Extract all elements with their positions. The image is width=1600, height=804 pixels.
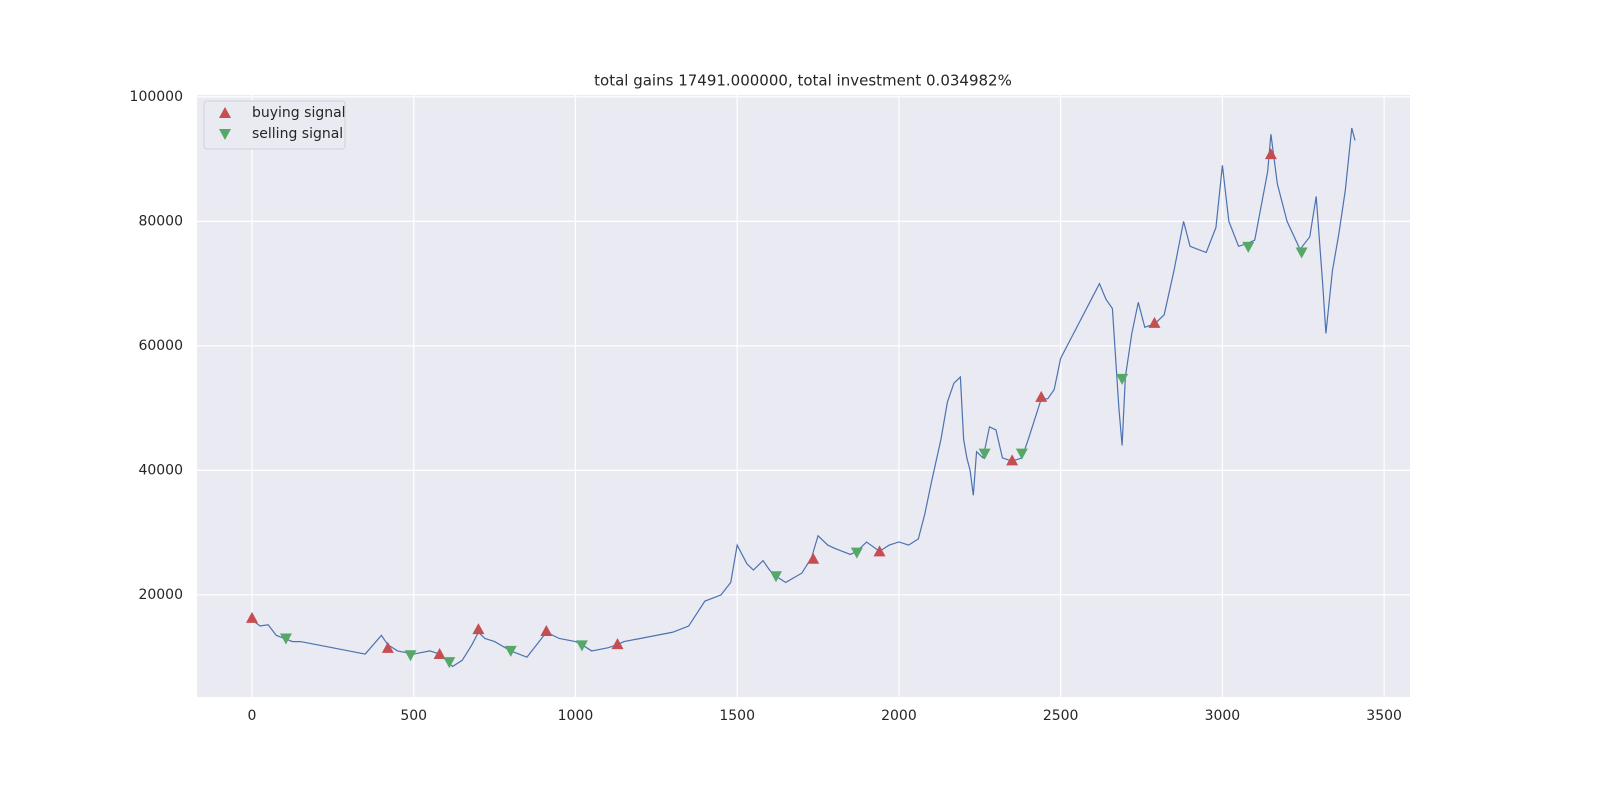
signal-marker [433,648,446,660]
legend-marker [219,107,231,118]
signal-marker [1035,390,1048,402]
signal-marker [1242,241,1255,253]
signal-marker [404,650,417,662]
signal-marker [575,640,588,652]
x-tick-label: 500 [400,708,427,724]
y-tick-label: 40000 [138,462,183,478]
signal-marker [279,633,292,645]
legend-label: selling signal [252,126,343,142]
signal-marker [873,545,886,557]
legend-marker [219,129,231,140]
signal-marker [1148,316,1161,328]
signal-marker [1295,247,1308,259]
signal-marker [245,611,258,623]
y-tick-label: 80000 [138,213,183,229]
signal-marker [381,641,394,653]
signal-marker [1006,454,1019,466]
legend-box [203,100,346,150]
x-tick-label: 3000 [1205,708,1241,724]
signal-marker [611,638,624,650]
signal-marker [443,657,456,669]
x-tick-label: 2500 [1043,708,1079,724]
signal-marker [1264,148,1277,160]
x-tick-label: 1500 [719,708,755,724]
signal-marker [1015,448,1028,460]
chart-title: total gains 17491.000000, total investme… [594,72,1012,90]
signal-marker [807,552,820,564]
x-tick-label: 3500 [1366,708,1402,724]
signal-marker [472,623,485,635]
signal-marker [504,645,517,657]
y-tick-label: 20000 [138,587,183,603]
plot-area [197,95,1410,697]
signal-marker [770,571,783,583]
y-tick-label: 100000 [130,89,183,105]
signal-marker [978,448,991,460]
x-tick-label: 1000 [558,708,594,724]
price-line [251,127,1356,668]
y-tick-label: 60000 [138,338,183,354]
legend-label: buying signal [252,105,346,121]
signal-marker [540,625,553,637]
signal-marker [1116,373,1129,385]
signal-marker [850,547,863,559]
x-tick-label: 2000 [881,708,917,724]
x-tick-label: 0 [248,708,257,724]
